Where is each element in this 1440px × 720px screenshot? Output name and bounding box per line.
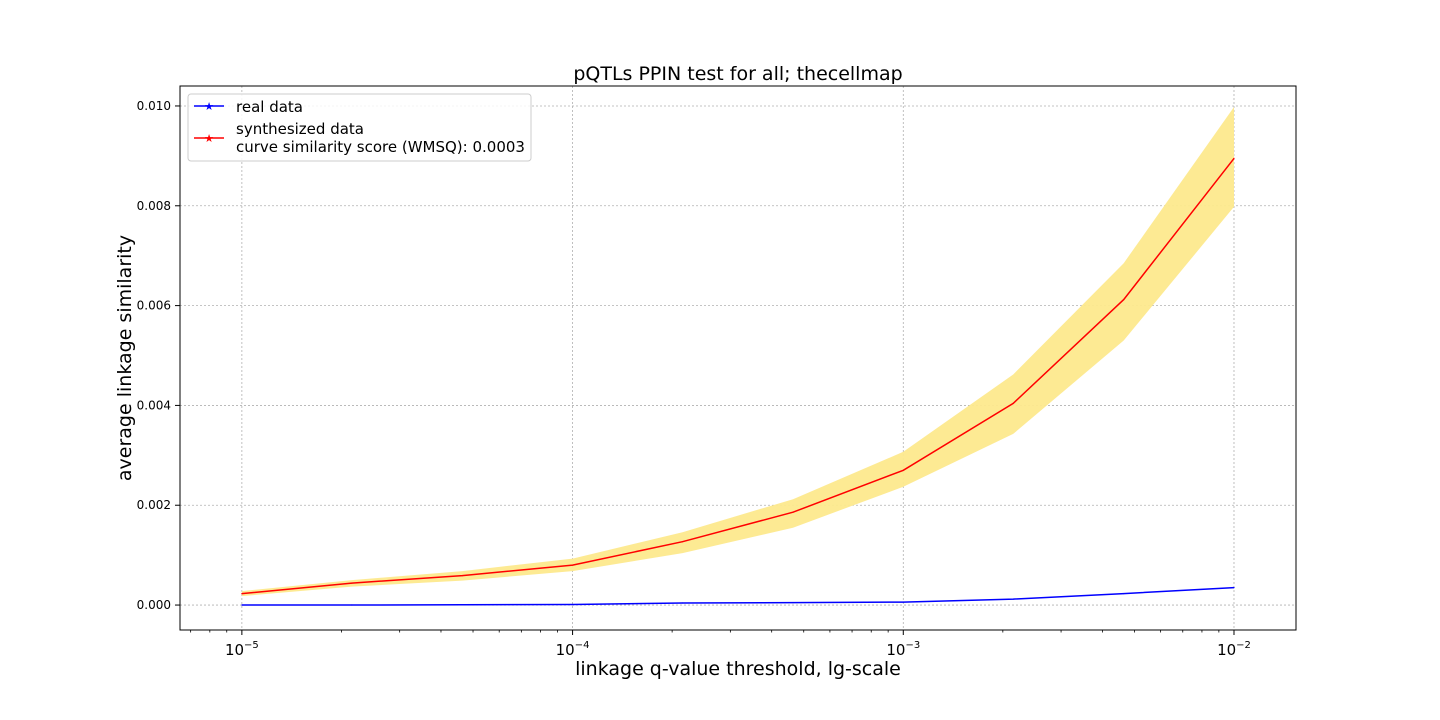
x-tick-label: 10−5	[225, 640, 259, 659]
data-point-real-data	[461, 604, 463, 606]
data-point-real-data	[792, 602, 794, 604]
confidence-band-synthesized-data	[241, 107, 1234, 597]
legend-marker-real-data: ★	[204, 100, 214, 113]
data-point-synthesized-data	[902, 469, 904, 471]
x-tick-label: 10−2	[1217, 640, 1251, 659]
confidence-band-layer	[241, 107, 1234, 597]
data-point-real-data	[681, 602, 684, 604]
data-point-synthesized-data	[1123, 299, 1125, 301]
data-point-synthesized-data	[681, 541, 684, 543]
data-point-real-data	[241, 604, 243, 606]
y-ticks: 0.000 0.002 0.004 0.006 0.008 0.010	[137, 99, 180, 612]
chart-title: pQTLs PPIN test for all; thecellmap	[573, 63, 902, 85]
x-axis-label: linkage q-value threshold, lg-scale	[575, 658, 901, 680]
legend-label-real-data: real data	[236, 98, 303, 116]
y-tick-label: 0.010	[137, 99, 171, 113]
y-tick-label: 0.008	[137, 199, 171, 213]
data-point-synthesized-data	[461, 575, 463, 577]
series-layer	[241, 157, 1235, 606]
legend-note-similarity-score: curve similarity score (WMSQ): 0.0003	[236, 138, 525, 156]
x-ticks: 10−5 10−4 10−3 10−2	[190, 630, 1251, 659]
legend-label-synthesized-data: synthesized data	[236, 120, 364, 138]
x-tick-label: 10−4	[556, 640, 590, 659]
data-point-real-data	[572, 603, 574, 606]
y-tick-label: 0.000	[137, 598, 171, 612]
y-axis-label: average linkage similarity	[114, 235, 136, 481]
data-point-real-data	[351, 604, 353, 606]
data-point-synthesized-data	[792, 511, 794, 513]
data-point-synthesized-data	[572, 564, 574, 566]
data-point-real-data	[902, 601, 904, 603]
data-point-real-data	[1123, 593, 1125, 595]
x-tick-label: 10−3	[886, 640, 920, 659]
data-point-synthesized-data	[1233, 157, 1235, 159]
data-point-synthesized-data	[351, 582, 353, 584]
data-point-real-data	[1012, 598, 1014, 600]
y-tick-label: 0.006	[137, 299, 171, 313]
plot-area-frame	[179, 85, 1297, 631]
data-point-synthesized-data	[1012, 402, 1014, 404]
legend-box	[187, 93, 532, 162]
y-tick-label: 0.004	[137, 398, 171, 412]
data-point-real-data	[1233, 587, 1235, 589]
series-line-real-data	[241, 586, 1235, 606]
grid	[180, 86, 1296, 630]
data-point-synthesized-data	[241, 593, 243, 595]
y-tick-label: 0.002	[137, 498, 171, 512]
legend-marker-synthesized-data: ★	[204, 132, 214, 145]
series-line-synthesized-data	[241, 157, 1235, 595]
legend: ★ real data ★ synthesized data curve sim…	[187, 93, 532, 162]
